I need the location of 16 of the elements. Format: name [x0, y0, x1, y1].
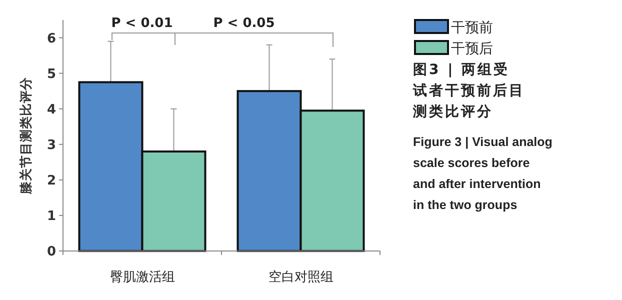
y-tick-label: 2: [46, 173, 56, 188]
x-tick-label: 臀肌激活组: [110, 270, 175, 285]
y-tick-label: 0: [46, 244, 56, 260]
y-tick-label: 4: [46, 102, 56, 118]
y-tick-label: 1: [46, 208, 56, 224]
legend-label: 干预前: [451, 20, 493, 36]
y-axis-title: 膝关节目测类比评分: [18, 76, 33, 195]
y-tick-label: 5: [46, 66, 56, 82]
y-tick-label: 6: [46, 31, 56, 46]
legend-label: 干预后: [451, 41, 493, 57]
annotation: P < 0.05: [213, 16, 275, 31]
y-tick-label: 3: [46, 138, 56, 153]
annotation: P < 0.01: [111, 16, 173, 31]
caption: 图3 | 两组受试者干预前后目测类比评分: [413, 61, 525, 122]
caption: Figure 3 | Visual analog scale scores before and after intervention in the two groups: [413, 134, 553, 214]
x-tick-label: 空白对照组: [268, 270, 334, 285]
